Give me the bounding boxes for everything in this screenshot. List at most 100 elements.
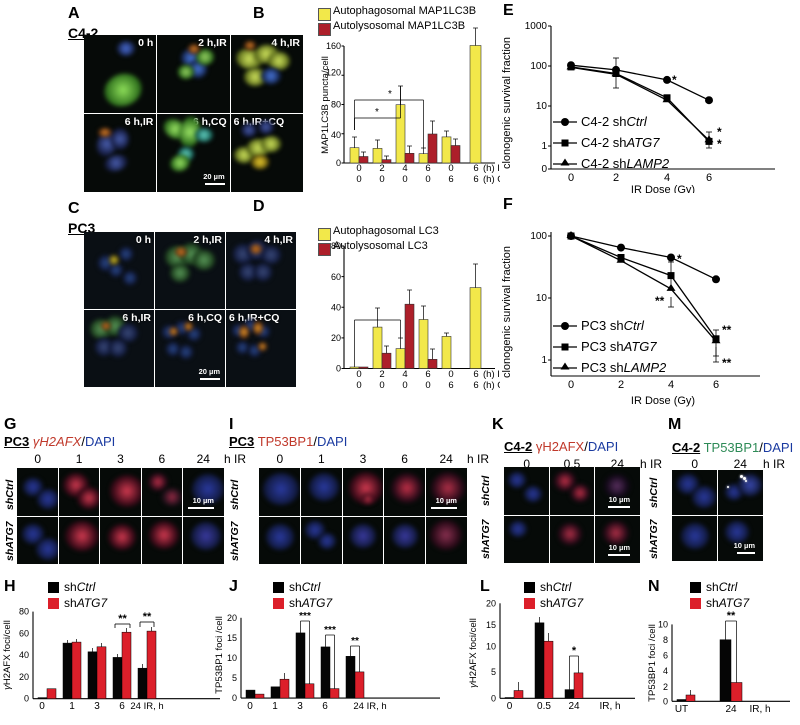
svg-text:*: * — [677, 252, 682, 266]
svg-text:0: 0 — [379, 174, 384, 185]
svg-text:4: 4 — [402, 163, 407, 174]
svg-text:UT: UT — [675, 704, 688, 715]
svg-text:15: 15 — [227, 633, 237, 643]
svg-text:0: 0 — [24, 694, 29, 704]
svg-text:40: 40 — [19, 650, 29, 660]
svg-text:0: 0 — [336, 158, 341, 168]
svg-text:5: 5 — [491, 667, 496, 677]
svg-text:PC3 shCtrl: PC3 shCtrl — [581, 318, 645, 333]
svg-text:2: 2 — [379, 163, 384, 174]
svg-text:clonogenic survival fraction: clonogenic survival fraction — [501, 246, 513, 378]
svg-text:24: 24 — [725, 704, 737, 715]
svg-text:γH2AFX foci/cell: γH2AFX foci/cell — [468, 618, 479, 688]
svg-text:6: 6 — [473, 163, 478, 174]
svg-text:6: 6 — [473, 380, 478, 391]
svg-text:4: 4 — [402, 369, 407, 380]
svg-text:IR Dose (Gy): IR Dose (Gy) — [631, 184, 695, 193]
svg-text:clonogenic survival fraction: clonogenic survival fraction — [501, 37, 513, 169]
svg-text:C4-2 shLAMP2: C4-2 shLAMP2 — [581, 156, 670, 171]
svg-text:(h) IR: (h) IR — [483, 369, 500, 380]
svg-text:4: 4 — [668, 379, 674, 391]
svg-text:**: ** — [727, 610, 736, 622]
svg-text:6: 6 — [448, 380, 453, 391]
svg-text:4: 4 — [664, 172, 670, 184]
svg-text:20: 20 — [227, 613, 237, 623]
svg-text:24: 24 — [568, 701, 580, 712]
svg-text:C4-2 shATG7: C4-2 shATG7 — [581, 135, 660, 150]
svg-text:IR, h: IR, h — [749, 704, 770, 715]
svg-text:*: * — [717, 137, 722, 151]
svg-text:2: 2 — [618, 379, 624, 391]
svg-text:60: 60 — [19, 628, 29, 638]
svg-text:*: * — [388, 89, 392, 100]
svg-text:PC3 shATG7: PC3 shATG7 — [581, 339, 657, 354]
svg-text:5: 5 — [232, 673, 237, 683]
svg-text:60: 60 — [331, 272, 341, 282]
svg-text:0.5: 0.5 — [537, 701, 551, 712]
svg-text:1: 1 — [69, 701, 75, 712]
svg-text:IR, h: IR, h — [599, 701, 620, 712]
svg-text:0: 0 — [247, 701, 253, 712]
svg-text:6: 6 — [473, 174, 478, 185]
svg-text:0: 0 — [541, 164, 547, 175]
svg-text:10: 10 — [536, 293, 548, 304]
svg-text:(h) IR: (h) IR — [483, 163, 500, 174]
svg-text:10: 10 — [658, 619, 668, 629]
svg-text:0: 0 — [356, 163, 361, 174]
svg-text:IR Dose (Gy): IR Dose (Gy) — [631, 395, 695, 407]
svg-text:0: 0 — [402, 380, 407, 391]
svg-text:0: 0 — [379, 380, 384, 391]
svg-text:0: 0 — [568, 379, 574, 391]
svg-text:10: 10 — [486, 642, 496, 652]
svg-text:20: 20 — [19, 672, 29, 682]
svg-text:0: 0 — [336, 364, 341, 374]
svg-text:*: * — [375, 107, 379, 118]
svg-text:40: 40 — [331, 302, 341, 312]
svg-text:(h) CQ: (h) CQ — [483, 380, 500, 391]
svg-text:20: 20 — [331, 333, 341, 343]
svg-text:40: 40 — [331, 130, 341, 140]
svg-text:***: *** — [324, 625, 336, 636]
svg-text:1: 1 — [541, 141, 547, 152]
svg-text:80: 80 — [331, 100, 341, 110]
svg-text:3: 3 — [94, 701, 100, 712]
svg-text:0: 0 — [356, 380, 361, 391]
svg-text:6: 6 — [663, 651, 668, 661]
svg-text:1: 1 — [272, 701, 278, 712]
svg-text:80: 80 — [19, 607, 29, 617]
svg-text:0: 0 — [425, 380, 430, 391]
svg-text:(h) CQ: (h) CQ — [483, 174, 500, 185]
svg-text:**: ** — [655, 294, 665, 308]
svg-text:0: 0 — [39, 701, 45, 712]
svg-text:0: 0 — [448, 163, 453, 174]
svg-text:24 IR, h: 24 IR, h — [130, 701, 163, 712]
svg-text:0: 0 — [232, 693, 237, 703]
svg-text:24 IR, h: 24 IR, h — [353, 701, 386, 712]
svg-text:6: 6 — [425, 369, 430, 380]
svg-text:80: 80 — [331, 241, 341, 251]
svg-text:6: 6 — [706, 172, 712, 184]
svg-text:0: 0 — [356, 174, 361, 185]
svg-text:**: ** — [722, 323, 732, 337]
svg-text:2: 2 — [613, 172, 619, 184]
svg-text:TP53BP1 foci /cell: TP53BP1 foci /cell — [214, 616, 225, 694]
svg-text:6: 6 — [448, 174, 453, 185]
svg-text:6: 6 — [425, 163, 430, 174]
svg-text:0: 0 — [448, 369, 453, 380]
svg-text:*: * — [672, 73, 677, 87]
svg-text:*: * — [572, 645, 577, 657]
svg-text:C4-2 shCtrl: C4-2 shCtrl — [581, 114, 648, 129]
svg-text:6: 6 — [322, 701, 328, 712]
svg-text:160: 160 — [326, 41, 341, 51]
svg-text:MAP1LC3B puncta/cell: MAP1LC3B puncta/cell — [320, 56, 331, 154]
svg-text:100: 100 — [530, 231, 547, 242]
svg-text:***: *** — [299, 611, 311, 622]
svg-text:6: 6 — [473, 369, 478, 380]
svg-text:6: 6 — [119, 701, 125, 712]
svg-text:1000: 1000 — [525, 21, 548, 32]
svg-text:10: 10 — [536, 101, 548, 112]
svg-text:TP53BP1 foci /cell: TP53BP1 foci /cell — [647, 624, 658, 702]
svg-text:**: ** — [722, 356, 732, 370]
svg-text:6: 6 — [713, 379, 719, 391]
svg-text:20: 20 — [486, 598, 496, 608]
